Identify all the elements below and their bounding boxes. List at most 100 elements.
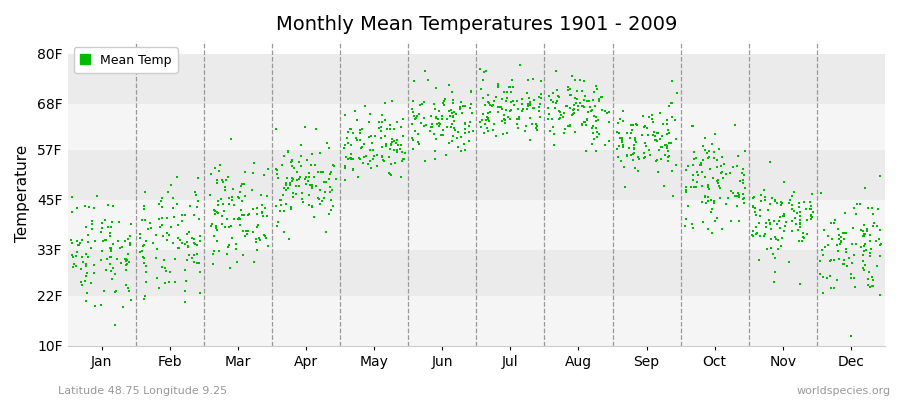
- Point: [576, 103, 590, 110]
- Point: [602, 138, 616, 144]
- Point: [155, 264, 169, 270]
- Point: [190, 204, 204, 210]
- Point: [565, 72, 580, 79]
- Point: [119, 256, 133, 262]
- Point: [766, 251, 780, 257]
- Point: [598, 108, 613, 114]
- Point: [382, 122, 397, 128]
- Point: [179, 231, 194, 238]
- Point: [164, 182, 178, 188]
- Point: [110, 256, 124, 262]
- Point: [304, 162, 319, 168]
- Point: [585, 125, 599, 132]
- Point: [777, 179, 791, 186]
- Point: [119, 266, 133, 273]
- Point: [585, 97, 599, 104]
- Point: [736, 191, 751, 197]
- Point: [193, 238, 207, 245]
- Point: [274, 197, 288, 203]
- Point: [119, 258, 133, 264]
- Point: [800, 217, 814, 224]
- Point: [418, 158, 433, 164]
- Point: [587, 112, 601, 119]
- Point: [695, 198, 709, 205]
- Point: [770, 200, 784, 206]
- Point: [839, 230, 853, 236]
- Point: [613, 134, 627, 141]
- Point: [577, 118, 591, 125]
- Point: [454, 110, 469, 116]
- Point: [367, 133, 382, 139]
- Point: [662, 153, 676, 160]
- Point: [718, 201, 733, 207]
- Point: [190, 260, 204, 266]
- Point: [418, 122, 433, 128]
- Point: [491, 104, 506, 110]
- Point: [305, 185, 320, 191]
- Point: [205, 220, 220, 227]
- Point: [270, 223, 284, 230]
- Point: [445, 110, 459, 116]
- Point: [245, 186, 259, 193]
- Point: [546, 131, 561, 138]
- Point: [637, 155, 652, 161]
- Point: [679, 223, 693, 230]
- Point: [104, 218, 119, 225]
- Point: [114, 260, 129, 267]
- Point: [281, 148, 295, 154]
- Point: [305, 185, 320, 191]
- Point: [254, 191, 268, 198]
- Point: [86, 270, 101, 276]
- Point: [580, 116, 594, 122]
- Point: [238, 169, 252, 175]
- Point: [417, 122, 431, 129]
- Point: [118, 238, 132, 244]
- Point: [361, 161, 375, 168]
- Point: [166, 205, 180, 212]
- Point: [396, 155, 410, 162]
- Legend: Mean Temp: Mean Temp: [74, 47, 178, 73]
- Point: [412, 111, 427, 118]
- Point: [500, 130, 514, 137]
- Point: [250, 204, 265, 211]
- Point: [594, 94, 608, 100]
- Point: [224, 197, 238, 204]
- Point: [257, 172, 272, 179]
- Point: [768, 197, 782, 204]
- Point: [356, 140, 371, 147]
- Point: [824, 256, 839, 263]
- Point: [774, 202, 788, 208]
- Point: [662, 127, 676, 134]
- Point: [423, 128, 437, 134]
- Point: [392, 142, 406, 148]
- Point: [389, 140, 403, 147]
- Point: [561, 84, 575, 90]
- Point: [204, 170, 219, 177]
- Point: [728, 193, 742, 200]
- Point: [495, 118, 509, 124]
- Point: [187, 236, 202, 242]
- Point: [286, 194, 301, 200]
- Point: [428, 156, 442, 162]
- Point: [232, 215, 247, 221]
- Point: [183, 202, 197, 209]
- Point: [693, 162, 707, 168]
- Point: [328, 176, 343, 182]
- Point: [695, 168, 709, 175]
- Point: [871, 236, 886, 242]
- Point: [704, 197, 718, 204]
- Point: [694, 162, 708, 168]
- Point: [700, 226, 715, 232]
- Point: [77, 277, 92, 284]
- Point: [302, 202, 317, 208]
- Point: [541, 116, 555, 122]
- Point: [554, 109, 568, 115]
- Point: [664, 100, 679, 106]
- Point: [433, 121, 447, 127]
- Point: [713, 194, 727, 201]
- Point: [753, 198, 768, 204]
- Point: [660, 131, 674, 138]
- Point: [383, 141, 398, 148]
- Bar: [68, 54, 885, 104]
- Point: [427, 131, 441, 138]
